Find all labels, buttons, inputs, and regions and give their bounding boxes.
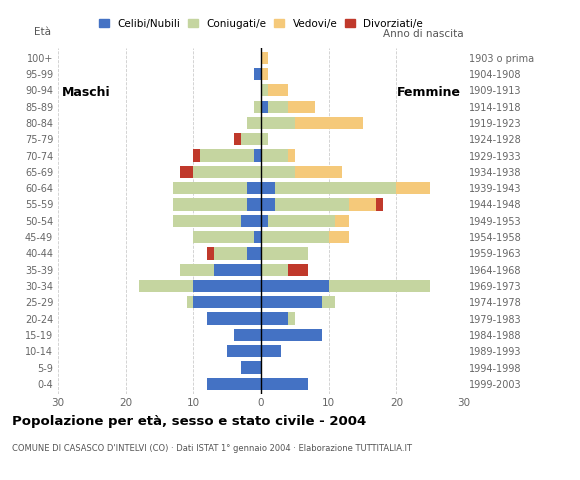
Bar (261, 280, 329, 292)
Bar (173, 215, 241, 227)
Bar (261, 312, 288, 325)
Bar (261, 182, 274, 194)
Bar (288, 264, 309, 276)
Bar (274, 182, 396, 194)
Bar (173, 198, 248, 211)
Bar (261, 264, 288, 276)
Legend: Celibi/Nubili, Coniugati/e, Vedovi/e, Divorziati/e: Celibi/Nubili, Coniugati/e, Vedovi/e, Di… (99, 19, 423, 29)
Bar (213, 264, 261, 276)
Bar (254, 68, 261, 80)
Bar (248, 117, 261, 129)
Bar (193, 231, 254, 243)
Bar (227, 345, 261, 357)
Bar (248, 247, 261, 260)
Bar (139, 280, 193, 292)
Text: Anno di nascita: Anno di nascita (383, 29, 464, 39)
Bar (288, 312, 295, 325)
Bar (261, 231, 329, 243)
Bar (193, 149, 200, 162)
Bar (261, 84, 268, 96)
Bar (288, 101, 315, 113)
Bar (261, 149, 288, 162)
Bar (268, 84, 288, 96)
Bar (396, 182, 430, 194)
Bar (261, 378, 309, 390)
Bar (261, 101, 268, 113)
Bar (187, 296, 193, 309)
Bar (241, 133, 261, 145)
Bar (193, 296, 261, 309)
Bar (248, 198, 261, 211)
Text: Maschi: Maschi (61, 86, 110, 99)
Bar (261, 215, 268, 227)
Bar (295, 117, 362, 129)
Bar (180, 166, 193, 178)
Bar (261, 133, 268, 145)
Text: Femmine: Femmine (397, 86, 461, 99)
Bar (207, 378, 261, 390)
Bar (193, 166, 261, 178)
Bar (234, 133, 241, 145)
Bar (376, 198, 383, 211)
Bar (180, 264, 213, 276)
Bar (261, 68, 268, 80)
Bar (268, 215, 335, 227)
Bar (329, 280, 430, 292)
Bar (261, 117, 295, 129)
Bar (288, 149, 295, 162)
Bar (200, 149, 254, 162)
Text: COMUNE DI CASASCO D'INTELVI (CO) · Dati ISTAT 1° gennaio 2004 · Elaborazione TUT: COMUNE DI CASASCO D'INTELVI (CO) · Dati … (12, 444, 412, 453)
Bar (261, 198, 274, 211)
Bar (254, 101, 261, 113)
Bar (261, 345, 281, 357)
Bar (335, 215, 349, 227)
Bar (241, 361, 261, 373)
Bar (261, 247, 309, 260)
Bar (268, 101, 288, 113)
Bar (254, 149, 261, 162)
Bar (213, 247, 248, 260)
Bar (349, 198, 376, 211)
Bar (322, 296, 335, 309)
Bar (295, 166, 342, 178)
Bar (261, 52, 268, 64)
Text: Popolazione per età, sesso e stato civile - 2004: Popolazione per età, sesso e stato civil… (12, 415, 366, 428)
Bar (241, 215, 261, 227)
Bar (234, 329, 261, 341)
Bar (193, 280, 261, 292)
Bar (274, 198, 349, 211)
Bar (254, 231, 261, 243)
Bar (261, 329, 322, 341)
Text: Età: Età (34, 26, 51, 36)
Bar (173, 182, 248, 194)
Bar (248, 182, 261, 194)
Bar (329, 231, 349, 243)
Bar (207, 312, 261, 325)
Bar (207, 247, 213, 260)
Bar (261, 166, 295, 178)
Bar (261, 296, 322, 309)
